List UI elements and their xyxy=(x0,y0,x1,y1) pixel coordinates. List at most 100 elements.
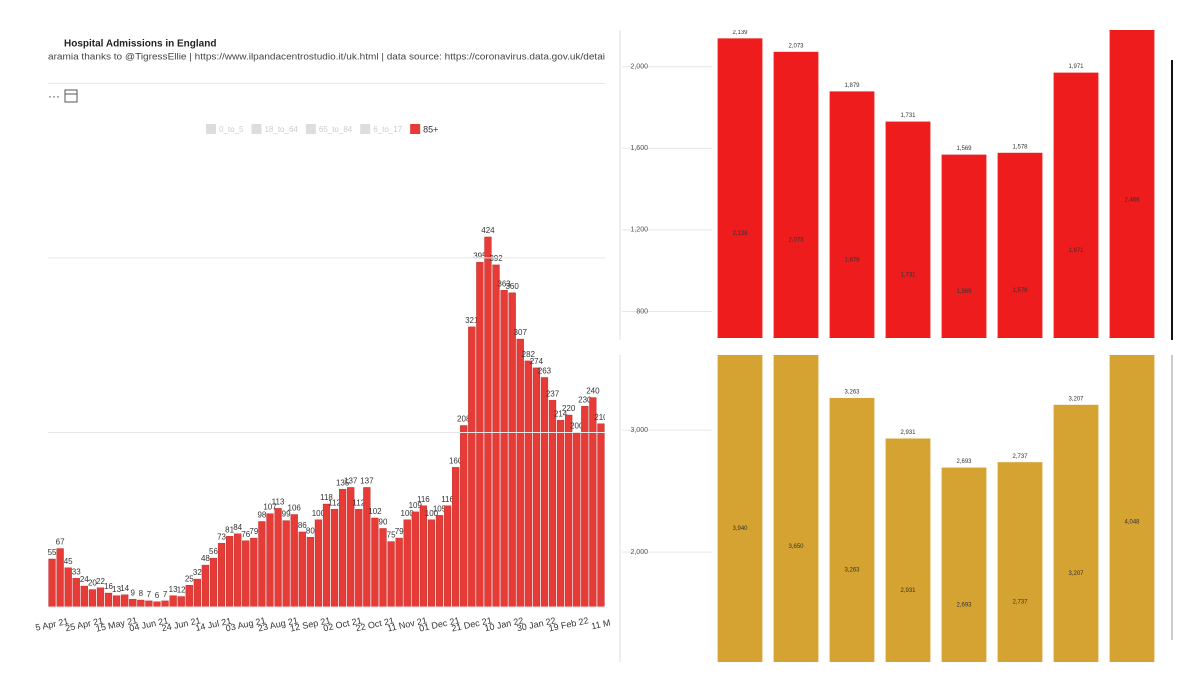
value-label: 98 xyxy=(257,511,266,520)
bar xyxy=(306,536,314,608)
y-tick-label: 1,200 xyxy=(630,227,648,234)
value-label: 237 xyxy=(546,389,560,398)
bar xyxy=(363,487,371,608)
bar xyxy=(403,519,411,608)
bar xyxy=(379,528,387,608)
value-label: 137 xyxy=(344,477,358,486)
value-label: 13 xyxy=(112,585,121,594)
legend-swatch xyxy=(305,124,316,134)
bar xyxy=(524,360,532,608)
value-label: 73 xyxy=(217,532,226,541)
value-label: 360 xyxy=(505,282,519,291)
bar xyxy=(395,537,403,608)
value-label: 1,569 xyxy=(956,146,972,152)
value-label-inner: 2,139 xyxy=(732,231,748,237)
bar xyxy=(829,91,875,338)
bar xyxy=(355,509,363,608)
value-label: 102 xyxy=(368,507,382,516)
value-label: 118 xyxy=(320,493,333,502)
bar xyxy=(242,540,250,608)
value-label: 395 xyxy=(473,251,487,260)
value-label: 116 xyxy=(441,495,454,504)
bar xyxy=(717,355,763,662)
value-label: 79 xyxy=(249,527,258,536)
value-label: 48 xyxy=(201,554,210,563)
bar xyxy=(209,557,218,608)
legend-label: 85+ xyxy=(423,124,438,134)
bar xyxy=(435,515,444,608)
bar xyxy=(234,533,242,608)
value-label: 81 xyxy=(225,525,234,534)
value-label: 274 xyxy=(530,357,544,366)
bar xyxy=(64,567,72,608)
bar xyxy=(492,264,500,608)
value-label-inner: 2,693 xyxy=(956,602,972,608)
value-label: 13 xyxy=(169,585,178,594)
bar xyxy=(80,585,88,608)
bar xyxy=(411,511,419,608)
value-label-inner: 2,737 xyxy=(1012,600,1028,606)
value-label: 109 xyxy=(409,501,423,510)
value-label-inner: 1,731 xyxy=(900,272,916,278)
bar xyxy=(185,584,193,608)
bar xyxy=(330,509,339,608)
value-label: 208 xyxy=(457,415,471,424)
bar xyxy=(589,397,597,608)
menu-icon[interactable]: ··· xyxy=(48,89,60,103)
value-label: 106 xyxy=(288,504,302,513)
value-label: 7 xyxy=(163,590,168,599)
bar xyxy=(169,595,177,608)
bar xyxy=(387,541,395,608)
legend-label: 18_to_64 xyxy=(264,125,298,134)
bar xyxy=(573,432,581,608)
value-label: 1,971 xyxy=(1068,64,1084,70)
value-label: 135 xyxy=(336,478,350,487)
value-label: 99 xyxy=(282,510,291,519)
y-tick-label: 800 xyxy=(636,308,648,315)
value-label: 14 xyxy=(120,584,129,593)
value-label: 220 xyxy=(562,404,576,413)
bar xyxy=(1109,30,1155,338)
value-label: 2,693 xyxy=(956,459,972,465)
bar xyxy=(565,414,573,608)
bar xyxy=(177,596,185,608)
value-label-inner: 3,650 xyxy=(788,544,804,550)
value-label: 3,207 xyxy=(1068,396,1084,402)
y-tick-label: 3,000 xyxy=(630,427,648,434)
legend-label: 0_to_5 xyxy=(219,125,244,134)
bar xyxy=(443,505,452,608)
calendar-icon[interactable] xyxy=(64,89,78,103)
bar xyxy=(112,595,121,608)
value-label: 321 xyxy=(465,316,479,325)
bar xyxy=(1053,72,1099,338)
bar xyxy=(556,420,565,608)
legend-swatch xyxy=(410,124,421,134)
bar xyxy=(250,537,258,608)
bar xyxy=(548,399,557,608)
bar xyxy=(500,290,508,608)
value-label: 112 xyxy=(328,498,341,507)
value-label: 424 xyxy=(481,226,495,235)
value-label-inner: 1,971 xyxy=(1068,248,1084,254)
value-label: 137 xyxy=(360,477,374,486)
bar xyxy=(829,397,875,662)
value-label: 100 xyxy=(401,509,415,518)
bar xyxy=(773,355,819,662)
value-label: 3,650 xyxy=(788,342,804,348)
bar xyxy=(997,152,1043,338)
bar xyxy=(1053,404,1099,662)
value-label: 6 xyxy=(155,591,160,600)
value-label: 76 xyxy=(241,530,250,539)
value-label-inner: 2,466 xyxy=(1124,197,1140,203)
bar xyxy=(225,536,234,608)
value-label-inner: 3,207 xyxy=(1068,571,1084,577)
bar xyxy=(314,519,323,608)
bar xyxy=(121,594,129,608)
legend-label: 6_to_17 xyxy=(373,125,402,134)
value-label-inner: 1,578 xyxy=(1012,288,1028,294)
value-label: 75 xyxy=(387,531,396,540)
value-label: 12 xyxy=(177,586,186,595)
bar xyxy=(427,519,436,608)
bar xyxy=(137,599,145,608)
